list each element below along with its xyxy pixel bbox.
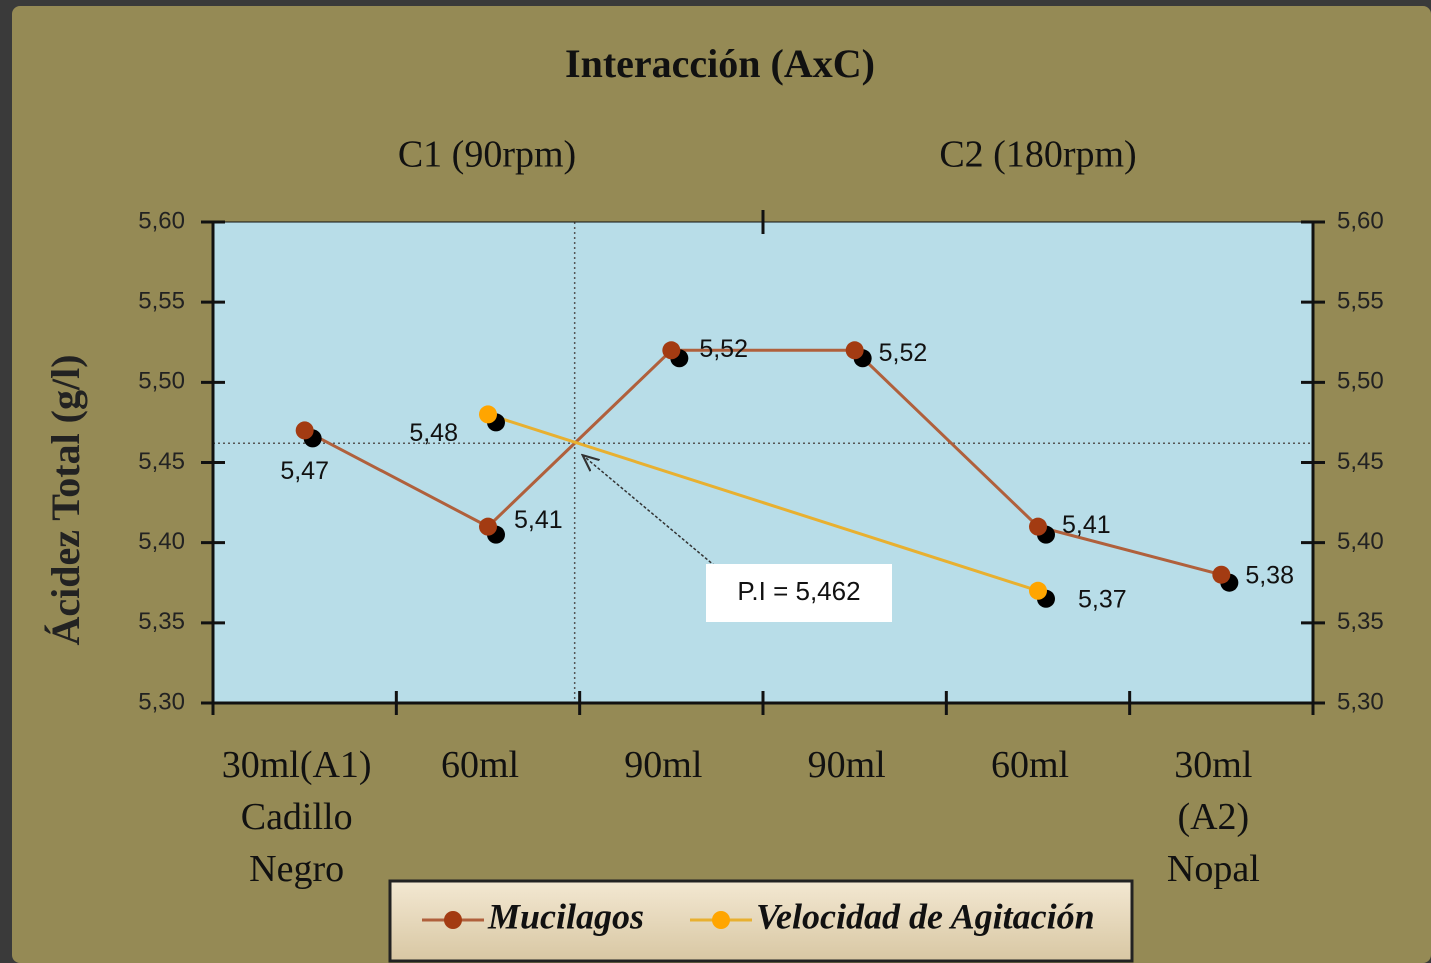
x-tick-label-line: (A2)	[1177, 796, 1249, 838]
legend-label: Mucilagos	[487, 896, 644, 936]
value-label: 5,52	[879, 339, 928, 367]
x-tick-label-line: Negro	[249, 848, 344, 890]
y-tick-label: 5,30	[138, 688, 185, 715]
annotation-box	[706, 564, 892, 622]
x-tick-label-line: 90ml	[624, 744, 702, 786]
x-tick-label: 90ml	[808, 744, 886, 786]
value-label: 5,41	[514, 506, 563, 534]
y2-tick-label: 5,45	[1337, 448, 1384, 475]
marker	[479, 405, 497, 424]
annotation-arrow	[583, 455, 716, 567]
x-tick-label: 30ml (A2) Nopal	[1167, 744, 1260, 890]
marker	[479, 517, 497, 536]
x-tick-label-line: 60ml	[441, 744, 519, 786]
marker	[845, 341, 864, 360]
x-tick-label: 60ml	[991, 744, 1069, 786]
group-label: C1 (90rpm)	[398, 134, 576, 176]
series-line	[303, 348, 1222, 577]
marker	[1029, 517, 1047, 536]
y2-tick-label: 5,50	[1337, 368, 1384, 395]
value-label: 5,47	[280, 457, 329, 485]
y-tick-label: 5,60	[138, 207, 185, 234]
y-tick-label: 5,50	[138, 368, 185, 395]
y2-tick-label: 5,35	[1337, 608, 1384, 635]
value-label: 5,41	[1062, 511, 1111, 539]
chart-title: Interacción (AxC)	[565, 41, 875, 86]
legend	[388, 879, 1134, 963]
marker	[1029, 581, 1047, 600]
x-tick-label-line: 90ml	[808, 744, 886, 786]
value-label: 5,37	[1078, 585, 1127, 613]
y2-tick-label: 5,30	[1337, 688, 1384, 715]
value-label: 5,52	[699, 335, 748, 363]
y-axis-label: Ácidez Total (g/l)	[43, 354, 88, 645]
series-line	[487, 412, 1039, 593]
plot-area	[213, 222, 1313, 703]
x-tick-label-line: 30ml(A1)	[222, 744, 372, 786]
y-tick-label: 5,45	[138, 448, 185, 475]
legend-marker	[712, 911, 730, 929]
x-tick-label: 30ml(A1) Cadillo Negro	[222, 744, 372, 890]
x-tick-label-line: 60ml	[991, 744, 1069, 786]
y-tick-label: 5,55	[138, 288, 185, 315]
legend-label: Velocidad de Agitación	[756, 896, 1095, 936]
y2-tick-label: 5,55	[1337, 288, 1384, 315]
legend-marker	[444, 911, 462, 929]
value-label: 5,48	[409, 419, 458, 447]
y-tick-label: 5,35	[138, 608, 185, 635]
x-tick-label-line: Nopal	[1167, 848, 1260, 890]
group-label: C2 (180rpm)	[939, 134, 1136, 176]
x-tick-label-line: 30ml	[1174, 744, 1252, 786]
x-tick-label: 60ml	[441, 744, 519, 786]
y2-tick-label: 5,60	[1337, 207, 1384, 234]
annotation: P.I = 5,462	[737, 576, 860, 606]
y2-tick-label: 5,40	[1337, 528, 1384, 555]
marker	[1212, 565, 1231, 584]
y-tick-label: 5,40	[138, 528, 185, 555]
x-tick-label-line: Cadillo	[241, 796, 353, 838]
marker	[662, 341, 681, 360]
value-label: 5,38	[1245, 561, 1294, 589]
x-tick-label: 90ml	[624, 744, 702, 786]
marker	[295, 421, 314, 440]
